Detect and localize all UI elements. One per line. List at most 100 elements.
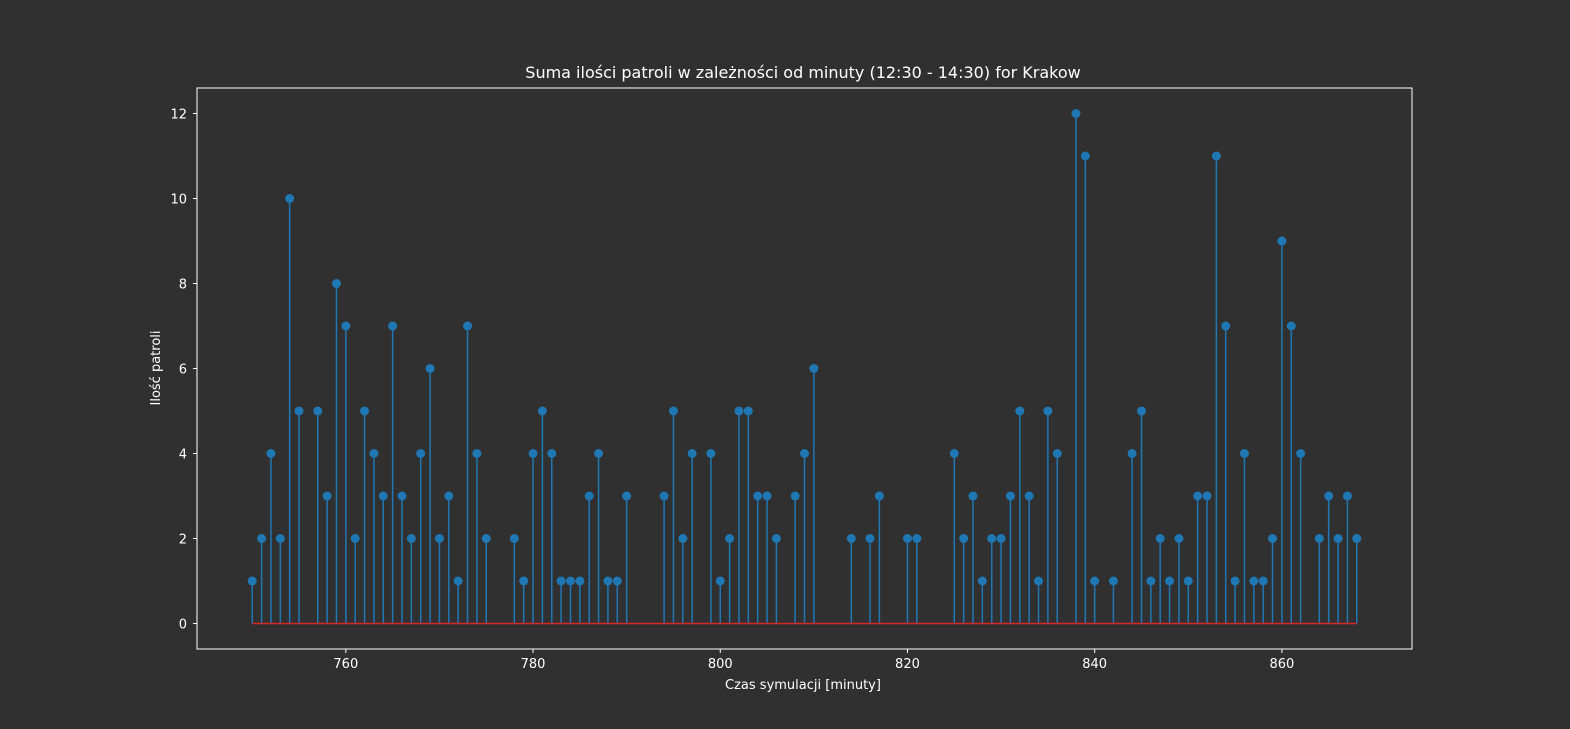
- y-tick-label: 12: [170, 108, 187, 123]
- stem-marker: [603, 576, 613, 586]
- stem-marker: [1268, 534, 1278, 543]
- stem-marker: [1333, 534, 1343, 543]
- stem-marker: [406, 534, 416, 543]
- stem-marker: [294, 406, 304, 416]
- stem-marker: [528, 449, 538, 458]
- stem-marker: [1258, 576, 1268, 586]
- x-tick-label: 860: [1269, 657, 1294, 672]
- stem-marker: [659, 491, 669, 501]
- stem-marker: [1024, 491, 1034, 501]
- stem-marker: [1230, 576, 1240, 586]
- stem-marker: [1183, 576, 1193, 586]
- stem-marker: [453, 576, 463, 586]
- x-tick-label: 760: [333, 657, 358, 672]
- stem-marker: [912, 534, 922, 543]
- stem-marker: [1071, 109, 1081, 118]
- stem-marker: [350, 534, 360, 543]
- x-tick-label: 780: [521, 657, 546, 672]
- stem-marker: [463, 321, 473, 331]
- stem-marker: [547, 449, 557, 458]
- stem-marker: [865, 534, 875, 543]
- stem-marker: [1314, 534, 1324, 543]
- stem-marker: [678, 534, 688, 543]
- stem-marker: [1202, 491, 1212, 501]
- stem-marker: [1174, 534, 1184, 543]
- stem-marker: [247, 576, 257, 586]
- stem-marker: [1277, 236, 1287, 246]
- stem-marker: [266, 449, 276, 458]
- stem-marker: [575, 576, 585, 586]
- stem-marker: [397, 491, 407, 501]
- y-tick-label: 6: [179, 363, 187, 378]
- stem-marker: [322, 491, 332, 501]
- stem-marker: [313, 406, 323, 416]
- stem-marker: [1052, 449, 1062, 458]
- stem-marker: [874, 491, 884, 501]
- y-axis-ticks: 0 2 4 6 8 10 12: [170, 108, 197, 633]
- x-axis-label: Czas symulacji [minuty]: [725, 678, 881, 693]
- chart-title: Suma ilości patroli w zależności od minu…: [525, 63, 1080, 82]
- stem-marker: [1193, 491, 1203, 501]
- stem-marker: [1136, 406, 1146, 416]
- markers-layer: [247, 109, 1362, 586]
- stem-marker: [977, 576, 987, 586]
- y-tick-label: 2: [179, 533, 187, 548]
- stem-marker: [285, 194, 295, 203]
- y-tick-label: 8: [179, 278, 187, 293]
- stem-marker: [1211, 151, 1221, 161]
- stems-layer: [251, 113, 1358, 624]
- stem-marker: [753, 491, 763, 501]
- stem-marker: [416, 449, 426, 458]
- stem-marker: [987, 534, 997, 543]
- stem-marker: [734, 406, 744, 416]
- stem-marker: [1342, 491, 1352, 501]
- stem-marker: [341, 321, 351, 331]
- stem-marker: [959, 534, 969, 543]
- stem-marker: [425, 364, 435, 373]
- stem-marker: [257, 534, 267, 543]
- stem-marker: [444, 491, 454, 501]
- stem-marker: [481, 534, 491, 543]
- stem-marker: [472, 449, 482, 458]
- y-tick-label: 0: [179, 618, 187, 633]
- stem-marker: [725, 534, 735, 543]
- x-tick-label: 800: [708, 657, 733, 672]
- stem-marker: [509, 534, 519, 543]
- stem-marker: [275, 534, 285, 543]
- stem-marker: [434, 534, 444, 543]
- stem-marker: [949, 449, 959, 458]
- stem-marker: [360, 406, 370, 416]
- stem-marker: [1155, 534, 1165, 543]
- stem-marker: [996, 534, 1006, 543]
- stem-marker: [771, 534, 781, 543]
- stem-marker: [1146, 576, 1156, 586]
- stem-marker: [1108, 576, 1118, 586]
- stem-marker: [809, 364, 819, 373]
- stem-marker: [1352, 534, 1362, 543]
- stem-marker: [1239, 449, 1249, 458]
- stem-marker: [902, 534, 912, 543]
- stem-marker: [519, 576, 529, 586]
- x-axis-ticks: 760 780 800 820 840 860: [333, 649, 1294, 672]
- stem-marker: [846, 534, 856, 543]
- stem-marker: [762, 491, 772, 501]
- stem-marker: [594, 449, 604, 458]
- stem-marker: [1324, 491, 1334, 501]
- stem-marker: [565, 576, 575, 586]
- y-tick-label: 10: [170, 193, 187, 208]
- stem-marker: [715, 576, 725, 586]
- stem-marker: [1127, 449, 1137, 458]
- stem-marker: [790, 491, 800, 501]
- stem-marker: [378, 491, 388, 501]
- stem-marker: [388, 321, 398, 331]
- stem-marker: [1090, 576, 1100, 586]
- stem-marker: [800, 449, 809, 458]
- stem-marker: [968, 491, 978, 501]
- stem-marker: [1043, 406, 1053, 416]
- stem-marker: [1005, 491, 1015, 501]
- stem-marker: [1080, 151, 1090, 161]
- y-axis-label: Ilość patroli: [149, 330, 164, 405]
- stem-marker: [1165, 576, 1175, 586]
- x-tick-label: 840: [1082, 657, 1107, 672]
